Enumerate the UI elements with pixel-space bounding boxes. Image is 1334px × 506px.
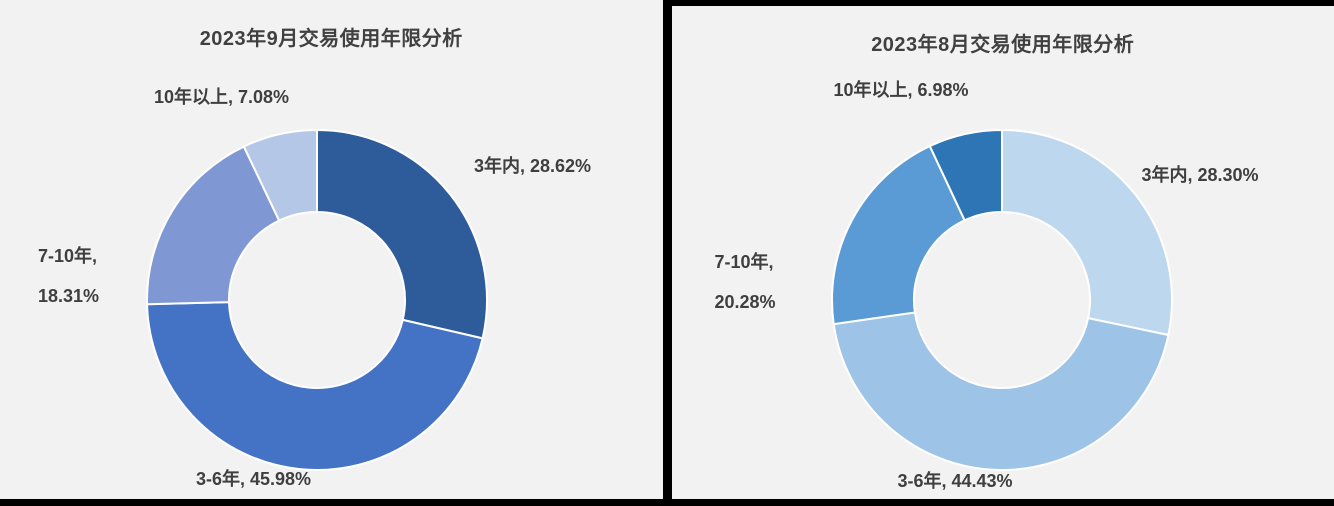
donut-chart-september bbox=[146, 129, 488, 471]
data-label-7-10-years-line2: 18.31% bbox=[38, 286, 100, 306]
donut-segment-7-10年 bbox=[146, 145, 281, 306]
data-label-within-3-years: 3年内, 28.30% bbox=[1141, 165, 1259, 185]
data-label-3-6-years: 3-6年, 45.98% bbox=[196, 469, 312, 489]
data-label-7-10-years-line1: 7-10年, bbox=[38, 246, 98, 266]
donut-chart-august bbox=[830, 129, 1173, 471]
chart-panel-august: 2023年8月交易使用年限分析 10年以上, 6.98% 3年内, 28.30%… bbox=[671, 0, 1334, 499]
data-label-3-6-years: 3-6年, 44.43% bbox=[897, 471, 1013, 491]
data-label-within-3-years: 3年内, 28.62% bbox=[474, 156, 592, 176]
data-label-over-10-years: 10年以上, 6.98% bbox=[833, 80, 969, 100]
donut-segment-3年内 bbox=[1000, 129, 1173, 337]
data-label-7-10-years: 7-10年, 18.31% bbox=[38, 236, 99, 316]
donut-segment-10年以上 bbox=[242, 129, 318, 222]
donut-segment-3-6年 bbox=[146, 301, 484, 471]
chart-title-august: 2023年8月交易使用年限分析 bbox=[871, 34, 1135, 56]
data-label-7-10-years: 7-10年, 20.28% bbox=[715, 242, 776, 322]
donut-segment-10年以上 bbox=[928, 129, 1003, 222]
data-label-7-10-years-line2: 20.28% bbox=[714, 292, 776, 312]
chart-panel-september: 2023年9月交易使用年限分析 10年以上, 7.08% 3年内, 28.62%… bbox=[0, 0, 663, 499]
data-label-over-10-years: 10年以上, 7.08% bbox=[154, 87, 290, 107]
donut-segment-3-6年 bbox=[832, 311, 1169, 471]
chart-title-september: 2023年9月交易使用年限分析 bbox=[199, 28, 463, 50]
donut-segment-3年内 bbox=[316, 129, 488, 340]
donut-segment-7-10年 bbox=[830, 145, 966, 326]
panel-divider bbox=[662, 0, 672, 499]
data-label-7-10-years-line1: 7-10年, bbox=[714, 252, 774, 272]
